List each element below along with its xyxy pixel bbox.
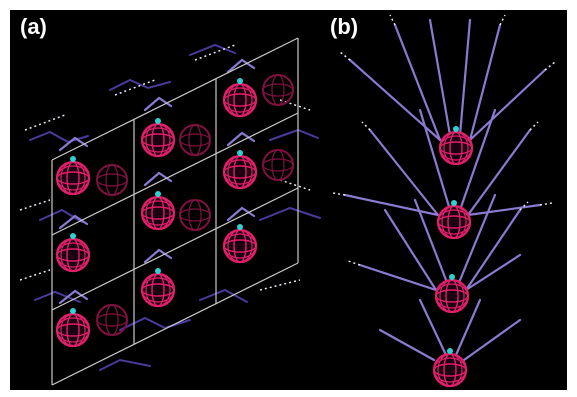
background: [10, 10, 567, 390]
panel-label: (b): [330, 14, 358, 39]
page: (a) (b) (() => { const data = JSON.parse…: [0, 0, 577, 397]
panel-label: (a): [20, 14, 47, 39]
figure: (a) (b): [0, 0, 577, 397]
